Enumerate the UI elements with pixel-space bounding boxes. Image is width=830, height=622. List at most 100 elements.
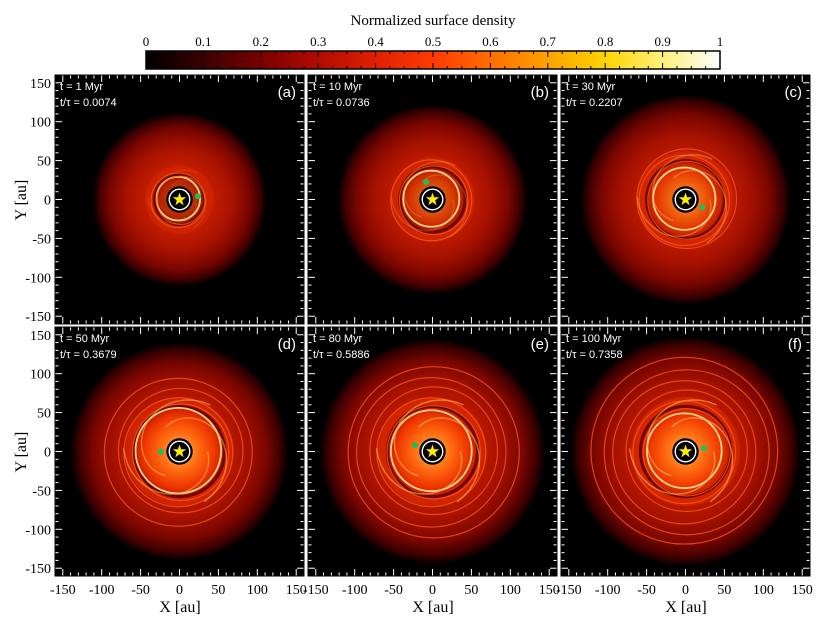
panel-ticks [561, 327, 810, 576]
panel-a: t = 1 Myr t/τ = 0.0074 (a) [54, 74, 305, 325]
y-tick-label: -100 [25, 271, 51, 286]
spiral-arm [421, 174, 468, 237]
panel-frame [560, 326, 811, 577]
panel-ticks [308, 327, 557, 576]
planet-marker [194, 193, 201, 200]
colorbar-title: Normalized surface density [351, 13, 516, 29]
density-ring [155, 175, 206, 226]
orbit-circle [168, 188, 191, 211]
y-tick-label: -150 [25, 310, 51, 325]
density-ring [389, 409, 473, 493]
panel-ticks [561, 75, 810, 324]
y-tick-label: 150 [30, 329, 51, 344]
colorbar-tick-label: 1 [717, 34, 724, 49]
x-tick-label: -150 [303, 583, 329, 598]
colorbar-tick-label: 0.2 [253, 34, 269, 49]
spiral-arm [628, 448, 716, 495]
spiral-arm [165, 417, 228, 503]
panel-time: t = 10 Myr [313, 81, 363, 93]
x-axis-label-3: X [au] [665, 599, 706, 616]
x-tick-label: 150 [286, 583, 307, 598]
x-tick-label: 50 [717, 583, 731, 598]
x-tick-label: -150 [50, 583, 76, 598]
spiral-arm [646, 399, 717, 477]
panel-ticks [55, 327, 304, 576]
y-tick-label: 150 [30, 77, 51, 92]
panel-label: (d) [278, 336, 296, 353]
density-ring [398, 165, 469, 236]
x-tick-label: 150 [792, 583, 813, 598]
planet-marker [411, 442, 418, 449]
spiral-arm [671, 417, 734, 503]
spiral-arm [147, 197, 197, 225]
planet-marker [157, 448, 164, 455]
orbit-circle [674, 188, 697, 211]
density-ring [134, 407, 222, 495]
panel-time: t = 30 Myr [566, 81, 616, 93]
colorbar-tick-label: 0.8 [597, 34, 613, 49]
density-ring [590, 356, 779, 545]
colorbar-tick-label: 0.4 [367, 34, 384, 49]
panel-ratio: t/τ = 0.7358 [566, 349, 623, 361]
panel-label: (a) [278, 84, 296, 101]
spiral-arm [418, 417, 481, 503]
panel-d: t = 50 Myr t/τ = 0.3679 (d) [54, 326, 305, 577]
orbit-circle [168, 440, 191, 463]
star-marker [425, 444, 440, 458]
panel-ratio: t/τ = 0.0074 [60, 97, 117, 109]
y-tick-labels-top: -150 -100 -50 0 50 100 150 [25, 77, 51, 325]
y-tick-label: 50 [37, 407, 51, 422]
density-ring [347, 366, 520, 539]
panel-f: t = 100 Myr t/τ = 0.7358 (f) [560, 326, 811, 577]
panel-c: t = 30 Myr t/τ = 0.2207 (c) [560, 74, 811, 325]
y-tick-label: 50 [37, 155, 51, 170]
colorbar-tick-label: 0.6 [482, 34, 499, 49]
y-axis-label-bottom: Y [au] [13, 432, 30, 473]
colorbar-tick-label: 0.3 [310, 34, 326, 49]
x-tick-label: 0 [429, 583, 436, 598]
x-tick-label: -50 [637, 583, 656, 598]
x-tick-label: 50 [211, 583, 225, 598]
panel-label: (c) [785, 84, 803, 101]
panel-e: t = 80 Myr t/τ = 0.5886 (e) [307, 326, 558, 577]
star-marker [678, 444, 693, 458]
density-ring [355, 376, 507, 528]
panel-ticks [308, 75, 557, 324]
panel-frame [307, 326, 558, 577]
density-ring [612, 380, 757, 525]
x-tick-label: 0 [682, 583, 689, 598]
panel-ratio: t/τ = 0.3679 [60, 349, 117, 361]
spiral-arm [403, 160, 456, 218]
panel-ticks [55, 75, 304, 324]
colorbar-tick-label: 0.5 [425, 34, 441, 49]
x-tick-label: -100 [595, 583, 621, 598]
orbit-circle [421, 188, 444, 211]
x-tick-label: -50 [131, 583, 150, 598]
x-tick-label: 150 [539, 583, 560, 598]
x-tick-label: -150 [556, 583, 582, 598]
panel-label: (f) [788, 336, 802, 353]
y-axis-label-top: Y [au] [13, 180, 30, 221]
panel-frame [560, 74, 811, 325]
panel-label: (e) [531, 336, 549, 353]
density-ring [636, 148, 738, 250]
colorbar-tick-label: 0.9 [654, 34, 670, 49]
panel-ratio: t/τ = 0.2207 [566, 97, 623, 109]
planet-marker [700, 445, 707, 452]
panel-time: t = 100 Myr [566, 333, 622, 345]
panel-frame [307, 74, 558, 325]
density-ring [652, 166, 717, 231]
planet-marker [423, 178, 430, 185]
density-ring [638, 154, 731, 247]
y-tick-labels-bottom: -150 -100 -50 0 50 100 150 [25, 329, 51, 577]
spiral-arm [122, 448, 210, 495]
planet-marker [699, 204, 706, 211]
x-tick-label: 100 [500, 583, 521, 598]
y-tick-label: -50 [32, 484, 51, 499]
panel-label: (b) [531, 84, 549, 101]
panel-time: t = 80 Myr [313, 333, 363, 345]
spiral-arm [651, 154, 713, 222]
panel-frame [54, 326, 305, 577]
